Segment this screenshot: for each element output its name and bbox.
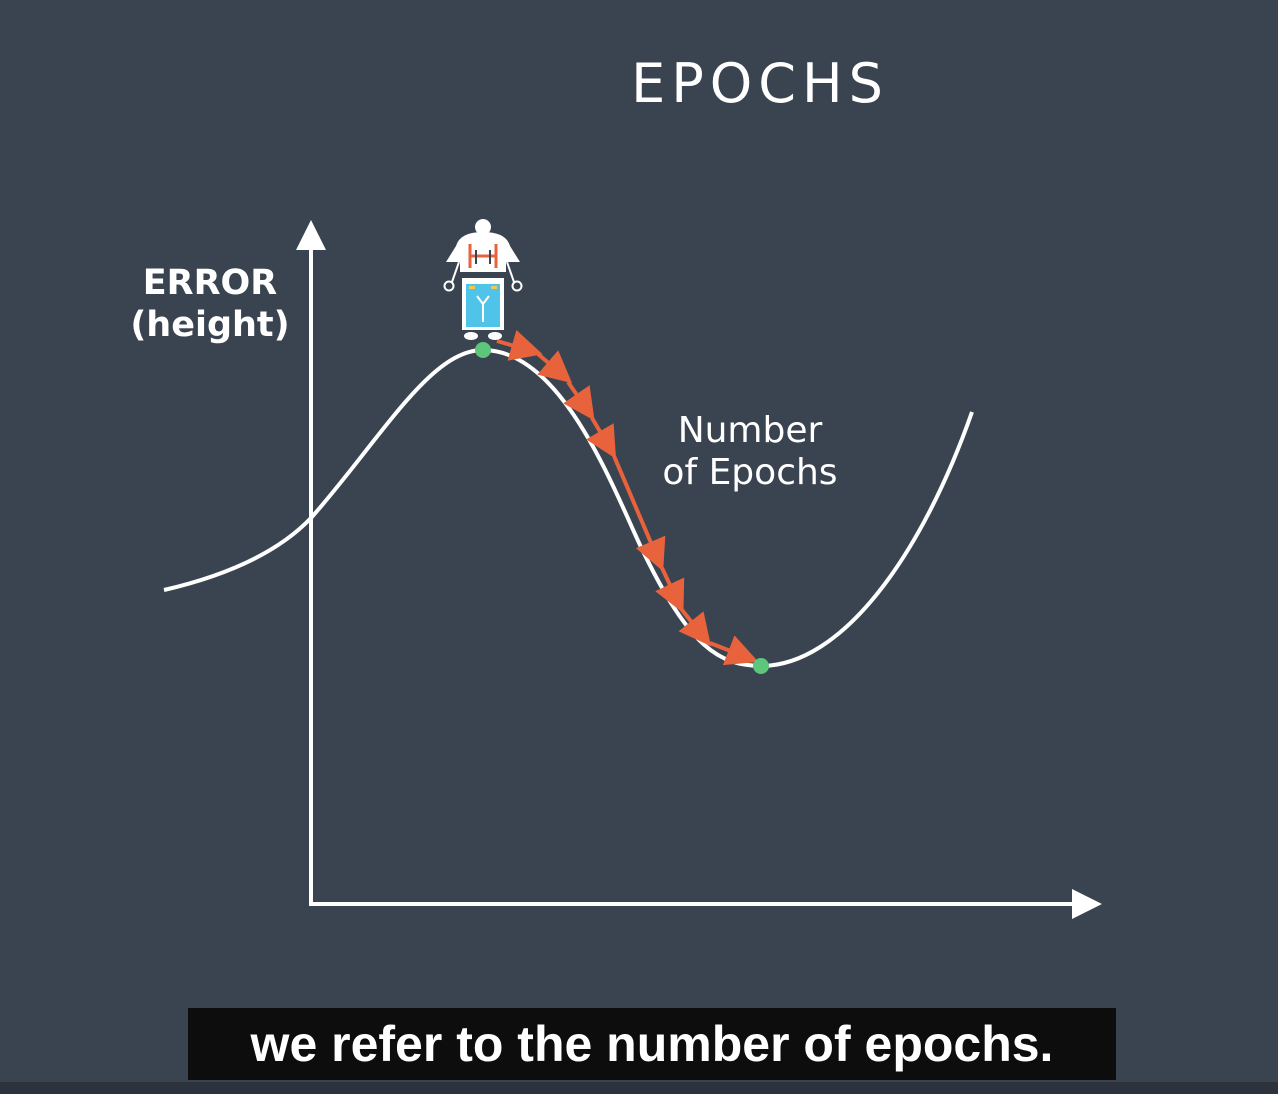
descent-arrow <box>612 455 666 572</box>
curve-label-line2: of Epochs <box>662 452 838 493</box>
descent-arrow <box>496 329 543 361</box>
descent-arrow <box>536 350 573 384</box>
curve-label-line1: Number <box>677 410 823 451</box>
subtitle-caption: we refer to the number of epochs. <box>188 1008 1116 1080</box>
robot-icon <box>443 217 523 340</box>
y-axis-label-line1: ERROR <box>142 263 278 303</box>
descent-arrow <box>586 416 617 459</box>
descent-path <box>496 329 759 666</box>
x-axis-arrow-icon <box>1072 889 1102 919</box>
y-axis-label-line2: (height) <box>130 305 290 345</box>
start-point-marker <box>475 342 491 358</box>
minimum-point-marker <box>753 658 769 674</box>
y-axis-arrow-icon <box>296 220 326 250</box>
slide-title: EPOCHS <box>631 52 889 115</box>
descent-arrow <box>563 380 595 421</box>
descent-arrow <box>655 567 685 614</box>
descent-arrow <box>709 635 759 666</box>
error-curve <box>163 347 974 669</box>
curve-label: Number of Epochs <box>640 410 860 494</box>
video-bottom-bar <box>0 1082 1278 1094</box>
descent-arrow <box>678 608 711 647</box>
y-axis-label: ERROR (height) <box>120 262 300 346</box>
